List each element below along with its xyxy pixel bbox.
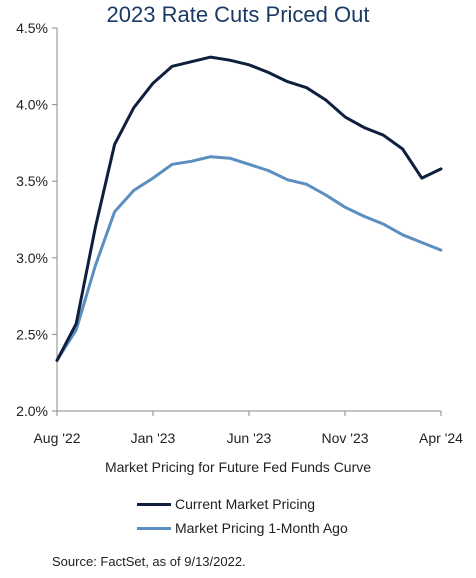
x-tick-label: Aug '22 (33, 430, 80, 446)
chart-ticks: 2.0% 2.5% 3.0% 3.5% 4.0% 4.5% Aug '22 Jan '23 Ju… (16, 20, 463, 446)
y-tick-label: 2.0% (16, 403, 48, 419)
x-tick-label: Jun '23 (227, 430, 272, 446)
legend-item-current: Current Market Pricing (137, 494, 315, 514)
legend-swatch-month-ago (137, 526, 171, 530)
y-tick-label: 4.0% (16, 97, 48, 113)
y-tick-label: 2.5% (16, 326, 48, 342)
chart-lines (55, 55, 443, 362)
series-line-month-ago (55, 155, 443, 362)
y-tick-label: 3.0% (16, 250, 48, 266)
x-axis-label: Market Pricing for Future Fed Funds Curv… (104, 459, 372, 475)
legend-item-month-ago: Market Pricing 1-Month Ago (137, 518, 348, 538)
x-tick-label: Apr '24 (419, 430, 463, 446)
legend-swatch-current (137, 502, 171, 506)
legend-label-current: Current Market Pricing (175, 496, 316, 512)
x-tick-label: Jan '23 (131, 430, 176, 446)
y-tick-label: 3.5% (16, 173, 48, 189)
legend-label-month-ago: Market Pricing 1-Month Ago (175, 520, 348, 536)
series-line-current (55, 55, 443, 362)
chart-axes (56, 28, 441, 412)
x-tick-label: Nov '23 (321, 430, 368, 446)
source-note: Source: FactSet, as of 9/13/2022. (52, 554, 246, 569)
y-tick-label: 4.5% (16, 20, 48, 36)
chart-title: 2023 Rate Cuts Priced Out (106, 2, 370, 27)
